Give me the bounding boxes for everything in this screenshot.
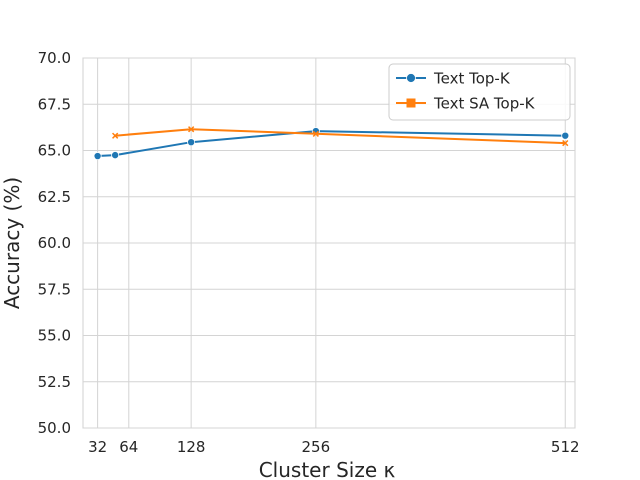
- data-point-text-top-k: [561, 131, 570, 140]
- legend-label: Text Top-K: [433, 70, 511, 88]
- y-tick-labels: 50.0 52.5 55.0 57.5 60.0 62.5 65.0 67.5 70.0: [38, 49, 71, 437]
- series-layer: [93, 126, 570, 161]
- x-tick-labels: 32 64 128 256 512: [88, 438, 580, 456]
- y-tick-label: 60.0: [38, 234, 71, 252]
- y-tick-label: 70.0: [38, 49, 71, 67]
- legend-marker-square: [406, 98, 416, 108]
- x-tick-label: 128: [177, 438, 206, 456]
- data-point-text-sa-top-k: [112, 132, 119, 139]
- y-tick-label: 62.5: [38, 188, 71, 206]
- y-tick-label: 65.0: [38, 142, 71, 160]
- legend-entry-text-top-k: Text Top-K: [396, 70, 511, 88]
- legend-box: [388, 63, 571, 121]
- y-tick-label: 55.0: [38, 327, 71, 345]
- series-text-top-k: [93, 127, 570, 161]
- y-tick-label: 67.5: [38, 95, 71, 113]
- data-point-text-sa-top-k: [562, 139, 569, 147]
- x-tick-label: 64: [119, 438, 138, 456]
- x-tick-label: 256: [302, 438, 331, 456]
- y-axis-label: Accuracy (%): [0, 177, 24, 309]
- legend-entry-text-sa-top-k: Text SA Top-K: [396, 95, 536, 113]
- y-tick-label: 52.5: [38, 373, 71, 391]
- legend-label: Text SA Top-K: [433, 95, 536, 113]
- x-tick-label: 512: [551, 438, 580, 456]
- x-tick-label: 32: [88, 438, 107, 456]
- data-point-text-top-k: [111, 151, 120, 160]
- series-line-text-sa-top-k: [115, 128, 566, 145]
- x-axis-label: Cluster Size κ: [259, 458, 396, 480]
- legend-marker-circle: [406, 73, 416, 83]
- data-point-text-sa-top-k: [188, 126, 195, 133]
- data-point-text-sa-top-k: [312, 130, 319, 137]
- data-point-text-top-k: [187, 138, 196, 147]
- legend: Text Top-K Text SA Top-K: [388, 63, 571, 121]
- y-tick-label: 57.5: [38, 280, 71, 298]
- series-text-sa-top-k: [112, 126, 569, 147]
- data-point-text-top-k: [93, 152, 102, 161]
- y-tick-label: 50.0: [38, 419, 71, 437]
